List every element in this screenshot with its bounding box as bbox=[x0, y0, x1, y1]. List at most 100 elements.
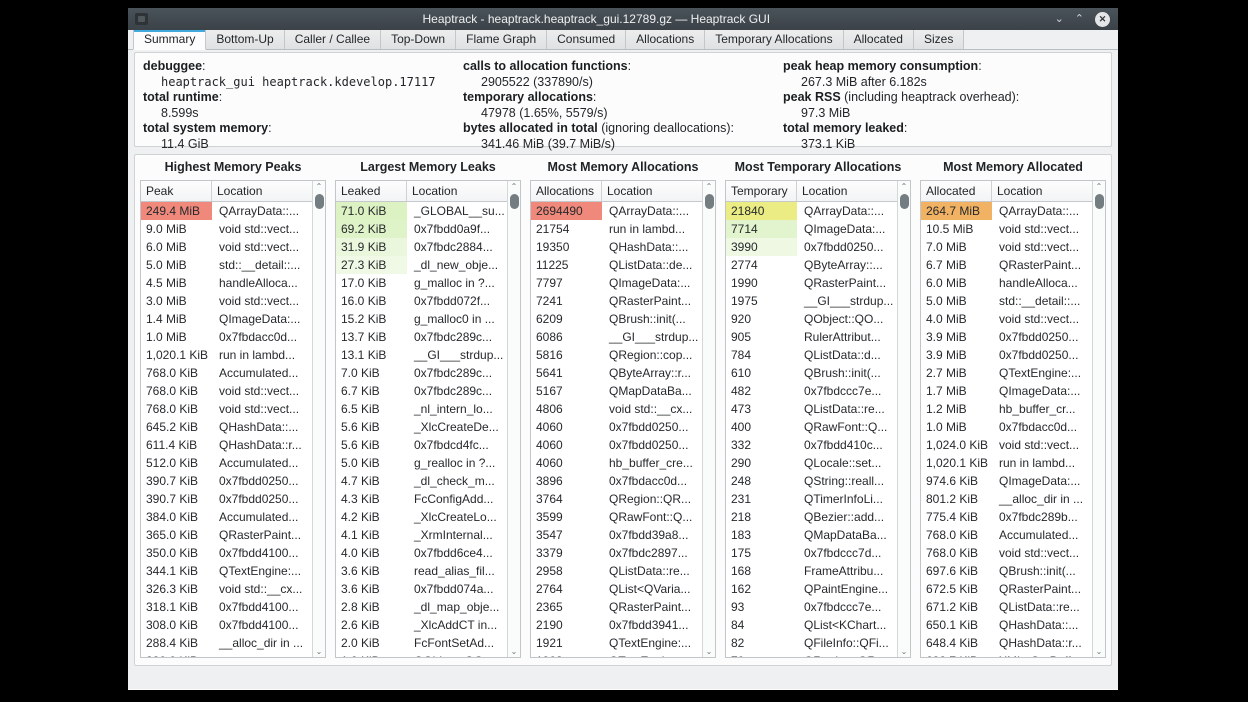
table-row[interactable]: 390.7 KiB 0x7fbdd0250... bbox=[141, 472, 312, 490]
location-cell[interactable]: hb_buffer_cr... bbox=[999, 402, 1076, 416]
table-row[interactable]: 2.0 KiB FcFontSetAd... bbox=[336, 634, 507, 652]
value-cell[interactable]: 648.4 KiB bbox=[926, 636, 979, 650]
value-cell[interactable]: 4060 bbox=[536, 420, 563, 434]
value-cell[interactable]: 168 bbox=[731, 564, 752, 578]
value-cell[interactable]: 3547 bbox=[536, 528, 563, 542]
value-cell[interactable]: 70 bbox=[726, 652, 797, 657]
value-cell[interactable]: 13.7 KiB bbox=[341, 330, 387, 344]
location-cell[interactable]: 0x7fbdd4100... bbox=[219, 546, 299, 560]
value-cell[interactable]: 6.0 MiB bbox=[926, 276, 967, 290]
value-cell[interactable]: 5641 bbox=[536, 366, 563, 380]
table-row[interactable]: 3764 QRegion::QR... bbox=[531, 490, 702, 508]
value-cell[interactable]: 16.0 KiB bbox=[341, 294, 387, 308]
table-row[interactable]: 27.3 KiB _dl_new_obje... bbox=[336, 256, 507, 274]
value-cell[interactable]: 1990 bbox=[731, 276, 758, 290]
table-row[interactable]: 1.0 MiB 0x7fbdacc0d... bbox=[141, 328, 312, 346]
tab-bottom-up[interactable]: Bottom-Up bbox=[206, 30, 285, 49]
table-row[interactable]: 482 0x7fbdccc7e... bbox=[726, 382, 897, 400]
value-cell[interactable]: 5816 bbox=[536, 348, 563, 362]
tab-sizes[interactable]: Sizes bbox=[913, 30, 965, 49]
table-row[interactable]: 3990 0x7fbdd0250... bbox=[726, 238, 897, 256]
location-cell[interactable]: QArrayData::... bbox=[804, 204, 885, 218]
location-cell[interactable]: QRasterPaint... bbox=[609, 600, 692, 614]
value-cell[interactable]: 183 bbox=[731, 528, 752, 542]
value-cell[interactable]: 280.0 KiB bbox=[141, 652, 212, 657]
table-row[interactable]: 231 QTimerInfoLi... bbox=[726, 490, 897, 508]
tab-temporary-allocations[interactable]: Temporary Allocations bbox=[705, 30, 844, 49]
tab-allocations[interactable]: Allocations bbox=[626, 30, 706, 49]
scrollbar-thumb[interactable] bbox=[899, 194, 909, 209]
value-cell[interactable]: 4.0 KiB bbox=[341, 546, 380, 560]
location-cell[interactable]: 0x7fbdd0250... bbox=[219, 492, 299, 506]
value-cell[interactable]: 2.8 KiB bbox=[341, 600, 380, 614]
location-cell[interactable]: QMapDataBa... bbox=[609, 384, 692, 398]
location-cell[interactable]: _nl_intern_lo... bbox=[414, 402, 493, 416]
location-cell[interactable]: hb_buffer_cre... bbox=[609, 456, 693, 470]
location-cell[interactable]: QRasterPaint... bbox=[999, 582, 1082, 596]
table-row[interactable]: 5.0 KiB g_realloc in ?... bbox=[336, 454, 507, 472]
table-row[interactable]: 162 QPaintEngine... bbox=[726, 580, 897, 598]
value-cell[interactable]: 344.1 KiB bbox=[146, 564, 199, 578]
value-cell[interactable]: 5167 bbox=[536, 384, 563, 398]
value-cell[interactable]: 3896 bbox=[536, 474, 563, 488]
column-header-value[interactable]: Allocations bbox=[531, 181, 602, 201]
location-cell[interactable]: g_realloc in ?... bbox=[414, 456, 496, 470]
value-cell[interactable]: 1,020.1 KiB bbox=[926, 456, 989, 470]
value-cell[interactable]: 768.0 KiB bbox=[146, 366, 199, 380]
location-cell[interactable]: QListData::re... bbox=[999, 600, 1080, 614]
table-row[interactable]: 974.6 KiB QImageData:... bbox=[921, 472, 1092, 490]
value-cell[interactable]: 6086 bbox=[536, 330, 563, 344]
location-cell[interactable]: 0x7fbdccc7d... bbox=[804, 546, 882, 560]
location-cell[interactable]: QRasterPaint... bbox=[804, 276, 887, 290]
value-cell[interactable]: 4.5 MiB bbox=[146, 276, 187, 290]
vertical-scrollbar[interactable]: ⌃ ⌄ bbox=[507, 181, 520, 657]
table-row[interactable]: 1.9 KiBQObject::QO... bbox=[336, 652, 507, 657]
location-cell[interactable]: QRawFont::Q... bbox=[609, 510, 693, 524]
table-row[interactable]: 775.4 KiB 0x7fbdc289b... bbox=[921, 508, 1092, 526]
table-row[interactable]: 1,020.1 KiB run in lambd... bbox=[141, 346, 312, 364]
location-cell[interactable]: QArrayData::... bbox=[609, 204, 690, 218]
table-row[interactable]: 5641 QByteArray::r... bbox=[531, 364, 702, 382]
location-cell[interactable]: 0x7fbdcd4fc... bbox=[414, 438, 489, 452]
table-row[interactable]: 4.3 KiB FcConfigAdd... bbox=[336, 490, 507, 508]
value-cell[interactable]: 6.0 MiB bbox=[146, 240, 187, 254]
value-cell[interactable]: 2365 bbox=[536, 600, 563, 614]
value-cell[interactable]: 326.3 KiB bbox=[146, 582, 199, 596]
table-row[interactable]: 512.0 KiB Accumulated... bbox=[141, 454, 312, 472]
value-cell[interactable]: 611.4 KiB bbox=[146, 438, 198, 452]
table-row[interactable]: 71.0 KiB _GLOBAL__su... bbox=[336, 202, 507, 220]
table-row[interactable]: 3599 QRawFont::Q... bbox=[531, 508, 702, 526]
location-cell[interactable]: Accumulated... bbox=[219, 456, 299, 470]
value-cell[interactable]: 1,020.1 KiB bbox=[146, 348, 209, 362]
value-cell[interactable]: 4.2 KiB bbox=[341, 510, 380, 524]
value-cell[interactable]: 218 bbox=[731, 510, 752, 524]
value-cell[interactable]: 5.0 KiB bbox=[341, 456, 380, 470]
location-cell[interactable]: std::__detail::... bbox=[999, 294, 1081, 308]
table-row[interactable]: 6086 __GI___strdup... bbox=[531, 328, 702, 346]
location-cell[interactable]: void std::vect... bbox=[999, 240, 1080, 254]
table-row[interactable]: 6.0 MiB handleAlloca... bbox=[921, 274, 1092, 292]
value-cell[interactable]: 4.3 KiB bbox=[341, 492, 380, 506]
value-cell[interactable]: 5.0 MiB bbox=[146, 258, 187, 272]
table-row[interactable]: 15.2 KiB g_malloc0 in ... bbox=[336, 310, 507, 328]
value-cell[interactable]: 784 bbox=[731, 348, 752, 362]
value-cell[interactable]: 697.6 KiB bbox=[926, 564, 979, 578]
location-cell[interactable]: QTextEngine:... bbox=[609, 636, 692, 650]
vertical-scrollbar[interactable]: ⌃ ⌄ bbox=[702, 181, 715, 657]
table-row[interactable]: 3.9 MiB 0x7fbdd0250... bbox=[921, 346, 1092, 364]
value-cell[interactable]: 512.0 KiB bbox=[146, 456, 199, 470]
vertical-scrollbar[interactable]: ⌃ ⌄ bbox=[312, 181, 325, 657]
location-cell[interactable]: _XlcCreateLo... bbox=[414, 510, 497, 524]
table-row[interactable]: 5.6 KiB _XlcCreateDe... bbox=[336, 418, 507, 436]
table-row[interactable]: 21840 QArrayData::... bbox=[726, 202, 897, 220]
location-cell[interactable]: QBezier::add... bbox=[804, 510, 885, 524]
table-row[interactable]: 7.0 MiB void std::vect... bbox=[921, 238, 1092, 256]
table-row[interactable]: 611.4 KiB QHashData::r... bbox=[141, 436, 312, 454]
location-cell[interactable]: QImageData:... bbox=[609, 276, 691, 290]
value-cell[interactable]: 290 bbox=[731, 456, 752, 470]
table-row[interactable]: 4.7 KiB _dl_check_m... bbox=[336, 472, 507, 490]
location-cell[interactable]: QListData::re... bbox=[609, 564, 690, 578]
table-row[interactable]: 218 QBezier::add... bbox=[726, 508, 897, 526]
location-cell[interactable]: QBrush::init(... bbox=[804, 366, 881, 380]
value-cell[interactable]: 920 bbox=[731, 312, 752, 326]
